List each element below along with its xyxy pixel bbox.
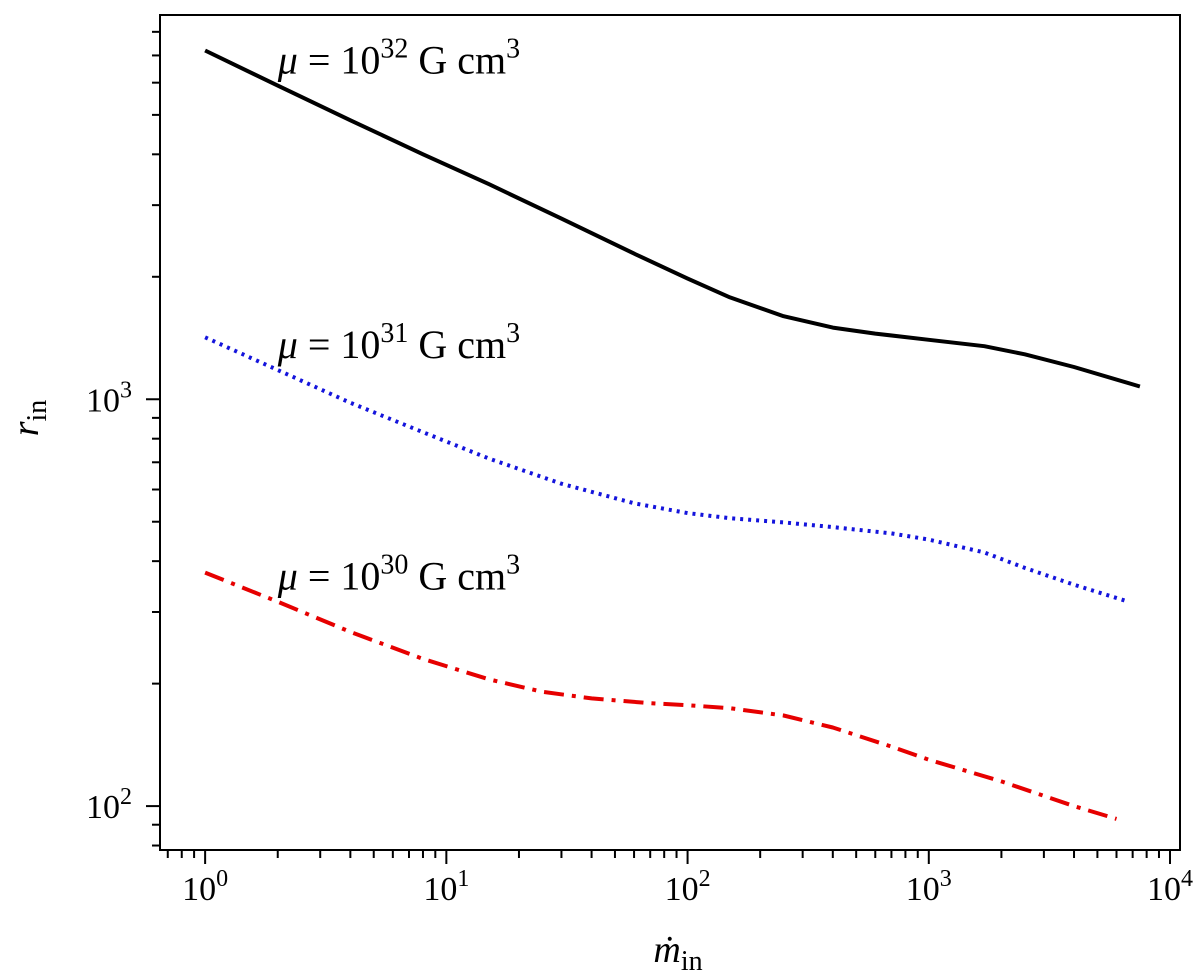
- series-line-mu32: [204, 48, 1141, 389]
- series-layer: [204, 48, 1141, 821]
- x-tick-label: 100: [182, 866, 228, 908]
- series-label-mu32: μ = 1032 G cm3: [277, 34, 520, 83]
- x-axis-label: ṁin: [653, 929, 702, 971]
- ticks-layer: [146, 30, 1172, 864]
- plot-frame: [159, 14, 1181, 851]
- y-tick-label: 103: [86, 377, 132, 419]
- x-tick-label: 104: [1147, 866, 1193, 908]
- x-tick-label: 101: [423, 866, 469, 908]
- series-line-mu30: [204, 570, 1118, 821]
- x-tick-label: 103: [906, 866, 952, 908]
- x-tick-label: 102: [665, 866, 711, 908]
- series-label-mu31: μ = 1031 G cm3: [277, 318, 520, 367]
- labels-layer: 100 101 102 103 104 102 103 μ = 1032 G cm3 μ = 1…: [86, 34, 1193, 908]
- series-label-mu30: μ = 1030 G cm3: [277, 550, 520, 599]
- y-tick-label: 102: [86, 784, 132, 826]
- y-axis-label: rin: [5, 400, 53, 437]
